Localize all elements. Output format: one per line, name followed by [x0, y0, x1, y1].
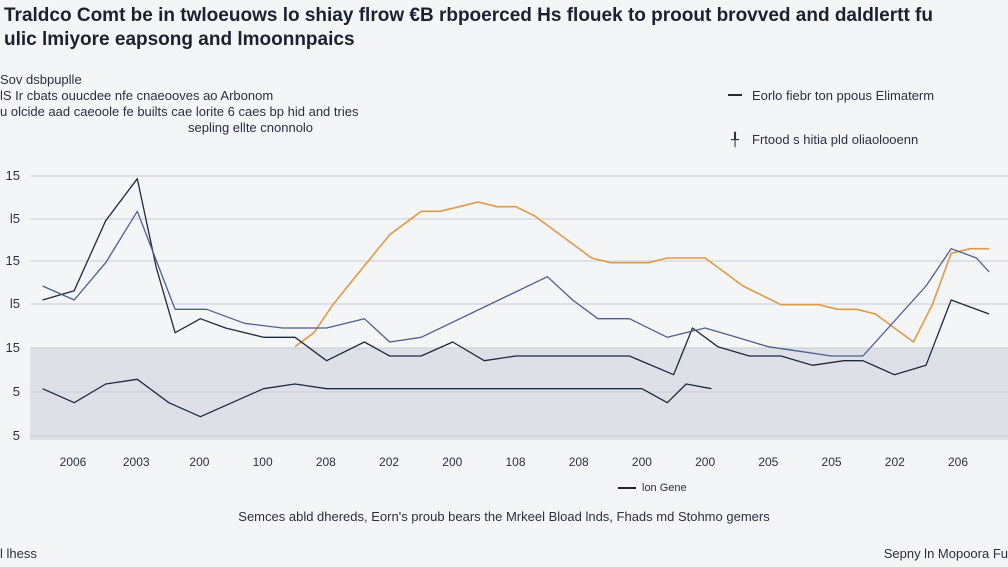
legend-label-series-a: Eorlo fiebr ton ppous Elimaterm — [752, 87, 935, 103]
x-tick-label: 202 — [885, 455, 905, 469]
y-tick-label: l5 — [10, 296, 20, 311]
title-line-1: Traldco Comt be in twloeuows lo shiay fl… — [4, 5, 933, 26]
series-line-3 — [42, 210, 990, 357]
x-tick-label: 108 — [505, 455, 525, 469]
footer-right: Sepny ln Mopoora Fu — [883, 546, 1008, 561]
x-tick-label: 2006 — [60, 455, 87, 469]
y-tick-label: 15 — [6, 340, 20, 355]
x-tick-label: 200 — [632, 455, 652, 469]
series-line-4 — [42, 378, 712, 418]
shaded-band — [30, 348, 1008, 440]
chart-title: Traldco Comt be in twloeuows lo shiay fl… — [4, 4, 1008, 52]
x-tick-label: 205 — [758, 455, 778, 469]
x-tick-label: 200 — [442, 455, 462, 469]
y-tick-label: 5 — [13, 428, 20, 443]
inline-legend-label: lon Gene — [642, 482, 687, 494]
legend-item-series-a: Eorlo fiebr ton ppous Elimaterm — [728, 86, 1008, 104]
subtitle-line-4: sepling ellte cnonnolo — [188, 120, 314, 135]
source-note: Semces abld dhereds, Eorn's proub bears … — [238, 509, 770, 524]
legend-marker-icon: ╀ — [731, 131, 739, 147]
title-line-2: ulic lmiyore eapsong and lmoonnpaics — [4, 29, 355, 50]
inline-legend-swatch — [618, 487, 636, 489]
subtitle-line-3: u olcide aad caeoole fe builts cae lorit… — [0, 104, 359, 119]
subtitle-line-1: Sov dsbpuplle — [0, 72, 82, 87]
x-tick-label: 208 — [316, 455, 336, 469]
inline-legend: lon Gene — [618, 482, 687, 494]
y-tick-label: 15 — [6, 253, 20, 268]
legend-label-series-b: Frtood s hitia pld oliaolooenn — [752, 131, 919, 147]
series-line-2 — [42, 178, 990, 376]
x-tick-label: 202 — [379, 455, 399, 469]
subtitle-line-2: lS Ir cbats ouucdee nfe cnaeooves ao Arb… — [0, 88, 274, 103]
x-tick-label: 205 — [822, 455, 842, 469]
footer-left: l lhess — [0, 546, 37, 561]
x-tick-label: 208 — [569, 455, 589, 469]
x-tick-label: 200 — [189, 455, 209, 469]
series-line-1 — [294, 201, 990, 348]
y-tick-label: 15 — [6, 168, 20, 183]
chart-legend: Eorlo fiebr ton ppous Elimaterm ╀ Frtood… — [728, 86, 1008, 174]
legend-line-swatch — [728, 94, 742, 96]
chart-subtitle: Sov dsbpuplle lS Ir cbats ouucdee nfe cn… — [0, 72, 358, 136]
x-tick-label: 100 — [253, 455, 273, 469]
x-tick-label: 206 — [948, 455, 968, 469]
x-tick-label: 200 — [695, 455, 715, 469]
legend-item-series-b: ╀ Frtood s hitia pld oliaolooenn — [728, 130, 1008, 148]
x-tick-label: 2003 — [123, 455, 150, 469]
y-tick-label: 5 — [13, 384, 20, 399]
y-tick-label: l5 — [10, 211, 20, 226]
